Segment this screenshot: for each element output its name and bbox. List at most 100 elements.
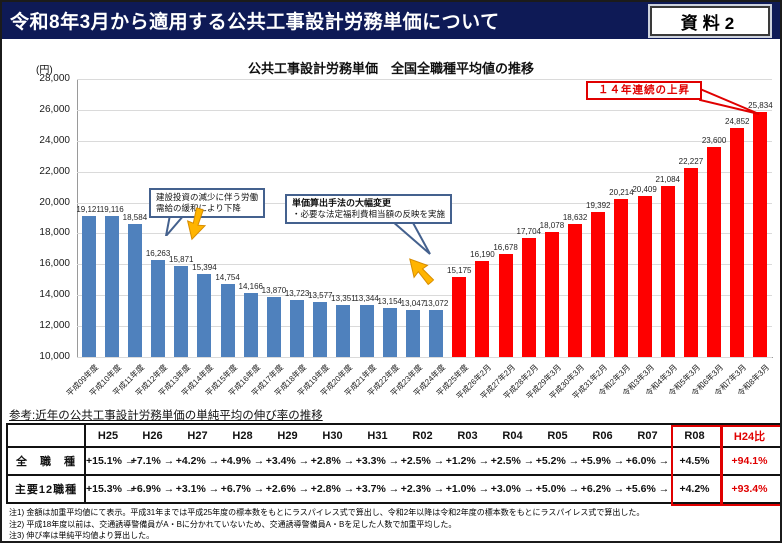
table-value-cell: +1.2% → (445, 455, 490, 467)
bar-value-label: 25,834 (748, 101, 773, 111)
bar-value-label: 13,154 (377, 297, 402, 307)
bar-value-label: 13,047 (400, 298, 426, 308)
table-value-cell: +2.3% → (400, 474, 445, 503)
table-column-header: H29 (265, 424, 310, 448)
y-axis-tick-label: 10,000 (39, 351, 70, 362)
table-value-cell: +2.8% → (310, 474, 355, 503)
table-row-label: 主要12職種 (7, 474, 86, 503)
y-axis-line (77, 79, 78, 358)
table-row-label: 全 職 種 (7, 447, 86, 475)
annotation-method-change-callout: 単価算出手法の大幅変更 ・必要な法定福利費相当額の反映を実施 (285, 194, 453, 224)
table-value-cell: +5.0% → (535, 474, 580, 503)
bar-value-label: 13,870 (261, 286, 287, 296)
document-number-label: 資料2 (680, 13, 740, 33)
bar-value-label: 14,754 (215, 272, 240, 282)
table-column-header: R05 (535, 424, 580, 448)
table-column-header: H26 (130, 424, 175, 448)
bar-value-label: 15,871 (169, 255, 194, 265)
bar (660, 185, 675, 357)
table-value-cell: +7.1% → (130, 455, 175, 467)
reference-heading: 参考:近年の公共工事設計労務単価の単純平均の伸び率の推移 (9, 410, 323, 422)
table-column-header: R04 (490, 424, 535, 448)
bar (521, 238, 536, 357)
annotation-streak-callout: １４年連続の上昇 (586, 81, 702, 100)
table-column-header: H28 (220, 424, 265, 448)
bar-value-label: 15,175 (447, 266, 472, 276)
gridline (77, 357, 772, 358)
bar-value-label: 20,214 (609, 188, 634, 198)
bar (614, 199, 629, 357)
table-column-header: H30 (310, 424, 355, 448)
gridline (77, 140, 772, 142)
table-value-cell: +5.6% → (625, 474, 670, 503)
bar (197, 273, 212, 357)
bar (429, 309, 444, 357)
annotation-method-change-line2: ・必要な法定福利費相当額の反映を実施 (292, 209, 446, 219)
table-value-cell: +6.0% → (625, 455, 670, 467)
orange-up-right-arrow-icon (409, 258, 435, 286)
bar (104, 216, 119, 357)
bar (730, 127, 745, 357)
bar-value-label: 13,351 (331, 294, 356, 304)
table-corner-cell (7, 424, 86, 448)
y-axis-tick-label: 22,000 (39, 165, 70, 177)
bar-value-label: 17,704 (516, 227, 541, 237)
gridline (77, 171, 772, 173)
table-value-cell: +6.9% → (130, 474, 175, 503)
table-value-cell: +3.1% → (175, 474, 220, 503)
footnotes: 注1) 金額は加重平均値にて表示。平成31年までは平成25年度の標本数をもとにラ… (9, 507, 644, 541)
bar-value-label: 19,121 (76, 205, 101, 215)
bar-value-label: 18,078 (539, 221, 565, 231)
gridline (77, 295, 772, 297)
bar (498, 253, 513, 357)
table-value-cell: +2.5% → (400, 455, 445, 467)
bar (359, 305, 374, 357)
bar-value-label: 21,084 (655, 174, 680, 184)
bar (220, 283, 235, 357)
bar-value-label: 15,394 (192, 262, 217, 272)
table-value-cell: +15.3% → (85, 474, 135, 503)
y-axis-tick-label: 14,000 (39, 289, 70, 301)
document-number-badge: 資料2 (648, 4, 772, 38)
bar-value-label: 16,263 (145, 249, 171, 259)
table-ratio-cell: +94.1% (731, 455, 768, 467)
table-value-cell: +2.6% → (265, 474, 310, 503)
callout-tail-method-change (390, 220, 431, 255)
bar (174, 266, 189, 357)
y-axis-tick-label: 20,000 (39, 196, 70, 208)
table-column-header: H31 (355, 424, 400, 448)
bar (683, 168, 698, 357)
bar-value-label: 13,577 (308, 290, 333, 300)
bar-value-label: 13,344 (354, 294, 379, 304)
callout-tail-streak (699, 88, 760, 115)
gridline (77, 326, 772, 328)
bar (336, 305, 351, 357)
bar-value-label: 19,392 (586, 200, 611, 210)
bar-value-label: 19,116 (99, 205, 124, 215)
bar (266, 297, 281, 357)
bar-value-label: 18,632 (562, 212, 588, 222)
table-column-header: R08 (670, 424, 719, 448)
gridline (77, 79, 772, 80)
table-ratio-cell: +93.4% (719, 474, 780, 503)
y-axis-tick-label: 16,000 (39, 258, 70, 270)
bar-value-label: 18,584 (122, 213, 148, 223)
table-value-cell: +15.1% → (86, 455, 136, 467)
growth-rate-table: H25 H26 H27 H28 H29 H30 H31 R02 R03 R04 R05 R06 R07 R… (6, 423, 780, 504)
table-column-header: H27 (175, 424, 220, 448)
table-value-cell: +4.2% → (175, 455, 220, 467)
bar-value-label: 14,166 (238, 281, 263, 291)
table-column-header: H25 (85, 424, 130, 448)
bar (591, 211, 606, 357)
bar-value-label: 13,723 (284, 288, 310, 298)
footnote-line: 注3) 伸び率は単純平均値より算出した。 (9, 531, 155, 540)
bar (452, 277, 467, 357)
gridline (77, 233, 772, 235)
bar (290, 299, 305, 357)
y-axis-tick-label: 24,000 (39, 134, 70, 146)
bar-value-label: 16,190 (470, 250, 495, 260)
bar (568, 223, 583, 357)
table-value-cell: +3.4% → (265, 455, 310, 467)
bar-value-label: 24,852 (725, 116, 750, 126)
